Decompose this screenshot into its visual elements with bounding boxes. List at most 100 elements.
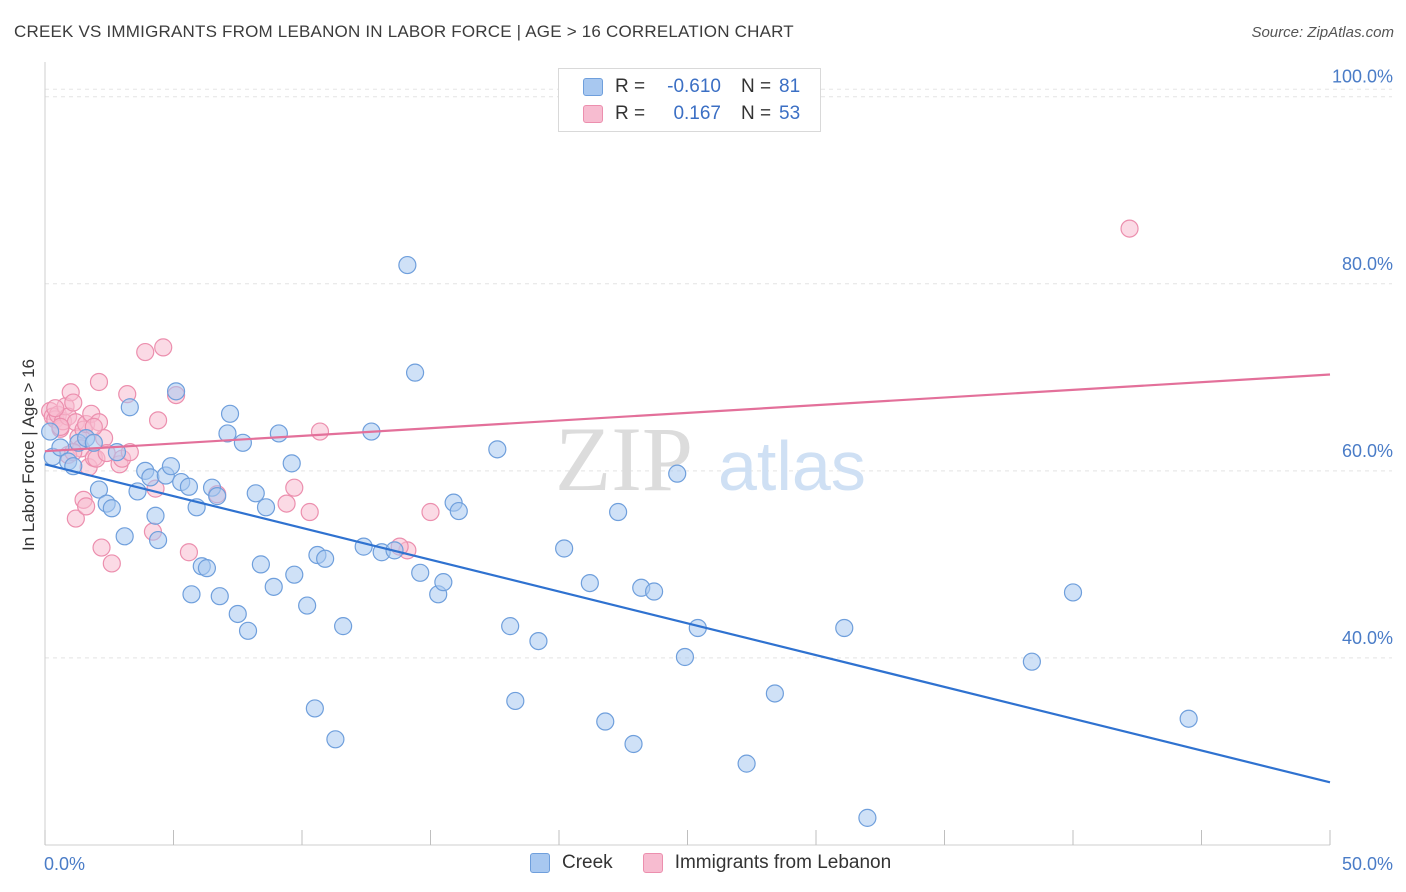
legend-item-lebanon: Immigrants from Lebanon bbox=[642, 852, 892, 874]
creek-point bbox=[434, 573, 453, 592]
lebanon-point bbox=[154, 338, 173, 357]
creek-point bbox=[529, 631, 548, 651]
creek-point bbox=[285, 565, 304, 584]
creek-point bbox=[506, 691, 525, 711]
legend-n-value: 81 bbox=[779, 76, 801, 97]
creek-point bbox=[115, 527, 134, 546]
creek-point bbox=[1022, 652, 1041, 671]
legend-r-value: -0.610 bbox=[667, 76, 721, 97]
y-tick-label: 40.0% bbox=[1342, 628, 1393, 648]
creek-point bbox=[305, 699, 324, 718]
creek-point bbox=[1179, 709, 1198, 728]
creek-point bbox=[179, 477, 199, 496]
lebanon-point bbox=[136, 342, 155, 362]
source-label: Source: ZipAtlas.com bbox=[1251, 24, 1394, 41]
legend-row-creek: R = -0.610 N = 81 bbox=[583, 75, 800, 99]
creek-point bbox=[220, 404, 240, 423]
creek-point bbox=[256, 498, 276, 517]
lebanon-point bbox=[89, 372, 109, 392]
lebanon-swatch bbox=[583, 105, 603, 123]
creek-point bbox=[501, 617, 520, 636]
legend-n-label: N = bbox=[741, 76, 772, 97]
creek-point bbox=[835, 618, 854, 638]
y-axis-label: In Labor Force | Age > 16 bbox=[19, 359, 38, 551]
creek-point bbox=[233, 433, 252, 452]
creek-point bbox=[737, 754, 756, 773]
chart-title: CREEK VS IMMIGRANTS FROM LEBANON IN LABO… bbox=[14, 22, 794, 41]
legend-row-lebanon: R = 0.167 N = 53 bbox=[583, 102, 800, 126]
creek-point bbox=[765, 684, 784, 703]
lebanon-point bbox=[77, 497, 96, 516]
creek-swatch bbox=[583, 78, 603, 96]
lebanon-point bbox=[92, 538, 111, 557]
watermark-atlas: atlas bbox=[718, 427, 866, 505]
creek-point bbox=[146, 506, 165, 525]
creek-point bbox=[197, 559, 217, 578]
lebanon-point bbox=[1120, 219, 1139, 238]
lebanon-point bbox=[102, 554, 121, 573]
y-tick-label: 100.0% bbox=[1332, 67, 1393, 87]
lebanon-point bbox=[66, 509, 85, 528]
creek-point bbox=[675, 647, 695, 667]
creek-point bbox=[644, 582, 664, 601]
creek-point bbox=[1063, 583, 1083, 602]
creek-point bbox=[89, 480, 109, 499]
creek-point bbox=[624, 734, 643, 754]
creek-point bbox=[316, 549, 335, 568]
creek-point bbox=[182, 585, 201, 604]
creek-point bbox=[405, 363, 425, 382]
creek-point bbox=[251, 555, 270, 574]
creek-point bbox=[282, 454, 301, 473]
legend-r-label: R = bbox=[615, 103, 646, 124]
creek-point bbox=[148, 530, 168, 550]
lebanon-legend-label: Immigrants from Lebanon bbox=[674, 852, 892, 873]
legend-r-label: R = bbox=[615, 76, 646, 97]
creek-point bbox=[398, 255, 417, 275]
y-tick-labels: 40.0% 60.0% 80.0% 100.0% bbox=[1332, 67, 1393, 648]
creek-point bbox=[668, 464, 687, 483]
creek-trend-line bbox=[44, 463, 1331, 784]
creek-points bbox=[41, 255, 1198, 827]
creek-point bbox=[141, 468, 160, 487]
legend-n-label: N = bbox=[741, 103, 772, 124]
y-tick-label: 80.0% bbox=[1342, 254, 1393, 274]
creek-point bbox=[555, 539, 574, 558]
creek-point bbox=[246, 484, 265, 503]
lebanon-point bbox=[148, 411, 168, 430]
lebanon-point bbox=[46, 399, 65, 418]
creek-point bbox=[208, 487, 227, 506]
correlation-legend: R = -0.610 N = 81 R = 0.167 N = 53 bbox=[558, 68, 821, 132]
legend-n-value: 53 bbox=[779, 103, 801, 124]
creek-point bbox=[166, 382, 186, 401]
creek-point bbox=[218, 424, 237, 443]
creek-point bbox=[228, 604, 247, 624]
lebanon-point bbox=[285, 478, 304, 497]
creek-point bbox=[596, 712, 615, 731]
x-min-label: 0.0% bbox=[44, 854, 85, 874]
lebanon-point bbox=[179, 543, 199, 562]
creek-point bbox=[326, 730, 345, 749]
creek-point bbox=[858, 808, 877, 827]
lebanon-point bbox=[64, 393, 83, 412]
creek-point bbox=[449, 501, 468, 521]
creek-point bbox=[41, 422, 60, 441]
creek-point bbox=[580, 573, 599, 593]
lebanon-legend-swatch bbox=[642, 853, 663, 873]
lebanon-point bbox=[421, 502, 440, 522]
creek-point bbox=[269, 424, 288, 443]
creek-point bbox=[210, 587, 229, 606]
legend-r-value: 0.167 bbox=[673, 103, 721, 124]
creek-point bbox=[609, 502, 628, 522]
creek-point bbox=[51, 438, 70, 457]
creek-point bbox=[161, 457, 181, 476]
lebanon-point bbox=[277, 494, 296, 513]
zipatlas-watermark: ZIP atlas bbox=[555, 408, 866, 510]
creek-point bbox=[264, 577, 283, 596]
creek-point bbox=[102, 499, 121, 518]
creek-point bbox=[488, 440, 507, 459]
creek-legend-label: Creek bbox=[562, 852, 613, 873]
creek-point bbox=[334, 617, 353, 636]
watermark-zip: ZIP bbox=[555, 408, 693, 510]
lebanon-trend-line bbox=[44, 373, 1331, 453]
gridlines bbox=[45, 88, 1392, 659]
